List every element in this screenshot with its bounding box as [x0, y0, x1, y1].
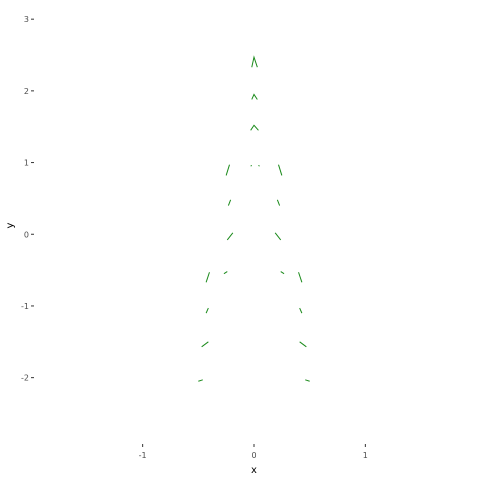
line-segment-10 — [274, 232, 282, 241]
line-segment-9 — [226, 232, 234, 241]
line-segment-0 — [251, 55, 258, 68]
line-segment-3 — [250, 165, 253, 167]
y-tick-label: 0 — [24, 230, 29, 239]
line-segment-19 — [198, 379, 203, 382]
line-segment-5 — [225, 164, 230, 176]
line-segment-11 — [223, 271, 228, 275]
y-tick-label: -1 — [21, 302, 29, 311]
x-tick-label: 0 — [251, 451, 256, 460]
line-segment-14 — [298, 272, 303, 283]
y-axis: -2 -1 0 1 2 3 — [21, 15, 34, 383]
line-segment-12 — [280, 271, 285, 275]
x-axis-title: x — [251, 465, 257, 476]
line-segment-16 — [299, 307, 303, 314]
line-segment-8 — [276, 199, 281, 206]
line-segment-2 — [250, 124, 259, 131]
y-axis-title: y — [5, 222, 16, 228]
line-segment-20 — [305, 379, 310, 382]
x-tick-label: 1 — [363, 451, 368, 460]
x-tick-label: -1 — [139, 451, 147, 460]
line-segment-18 — [299, 341, 307, 348]
y-tick-label: -2 — [21, 374, 29, 383]
x-axis: -1 0 1 — [139, 444, 368, 460]
line-segment-1 — [251, 93, 258, 100]
y-tick-label: 1 — [24, 159, 29, 168]
y-tick-label: 3 — [24, 15, 29, 24]
line-segment-15 — [205, 307, 209, 314]
y-tick-label: 2 — [24, 87, 29, 96]
line-segment-17 — [201, 341, 209, 348]
plot-area — [198, 55, 310, 382]
line-segment-6 — [278, 164, 283, 176]
line-segment-13 — [205, 272, 210, 283]
line-segment-7 — [227, 199, 232, 206]
line-segment-4 — [258, 165, 260, 167]
